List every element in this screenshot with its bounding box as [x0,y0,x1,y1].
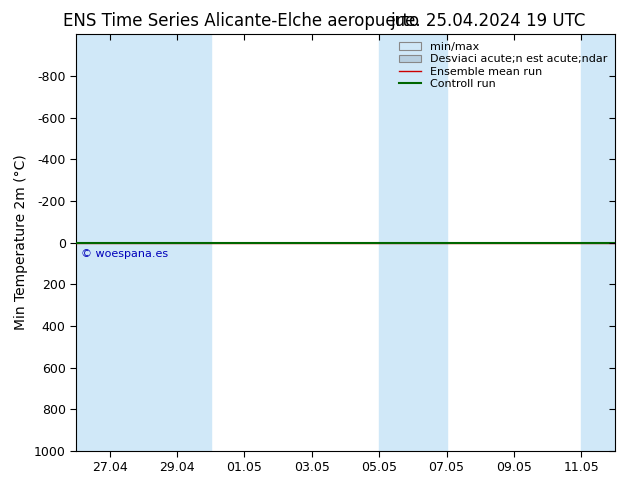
Text: jue. 25.04.2024 19 UTC: jue. 25.04.2024 19 UTC [391,12,586,30]
Bar [379,34,446,451]
Legend: min/max, Desviaci acute;n est acute;ndar, Ensemble mean run, Controll run: min/max, Desviaci acute;n est acute;ndar… [394,38,612,93]
Bar [581,34,615,451]
Y-axis label: Min Temperature 2m (°C): Min Temperature 2m (°C) [14,155,29,330]
Text: © woespana.es: © woespana.es [81,249,168,259]
Text: ENS Time Series Alicante-Elche aeropuerto: ENS Time Series Alicante-Elche aeropuert… [63,12,419,30]
Bar [76,34,143,451]
Bar [143,34,210,451]
